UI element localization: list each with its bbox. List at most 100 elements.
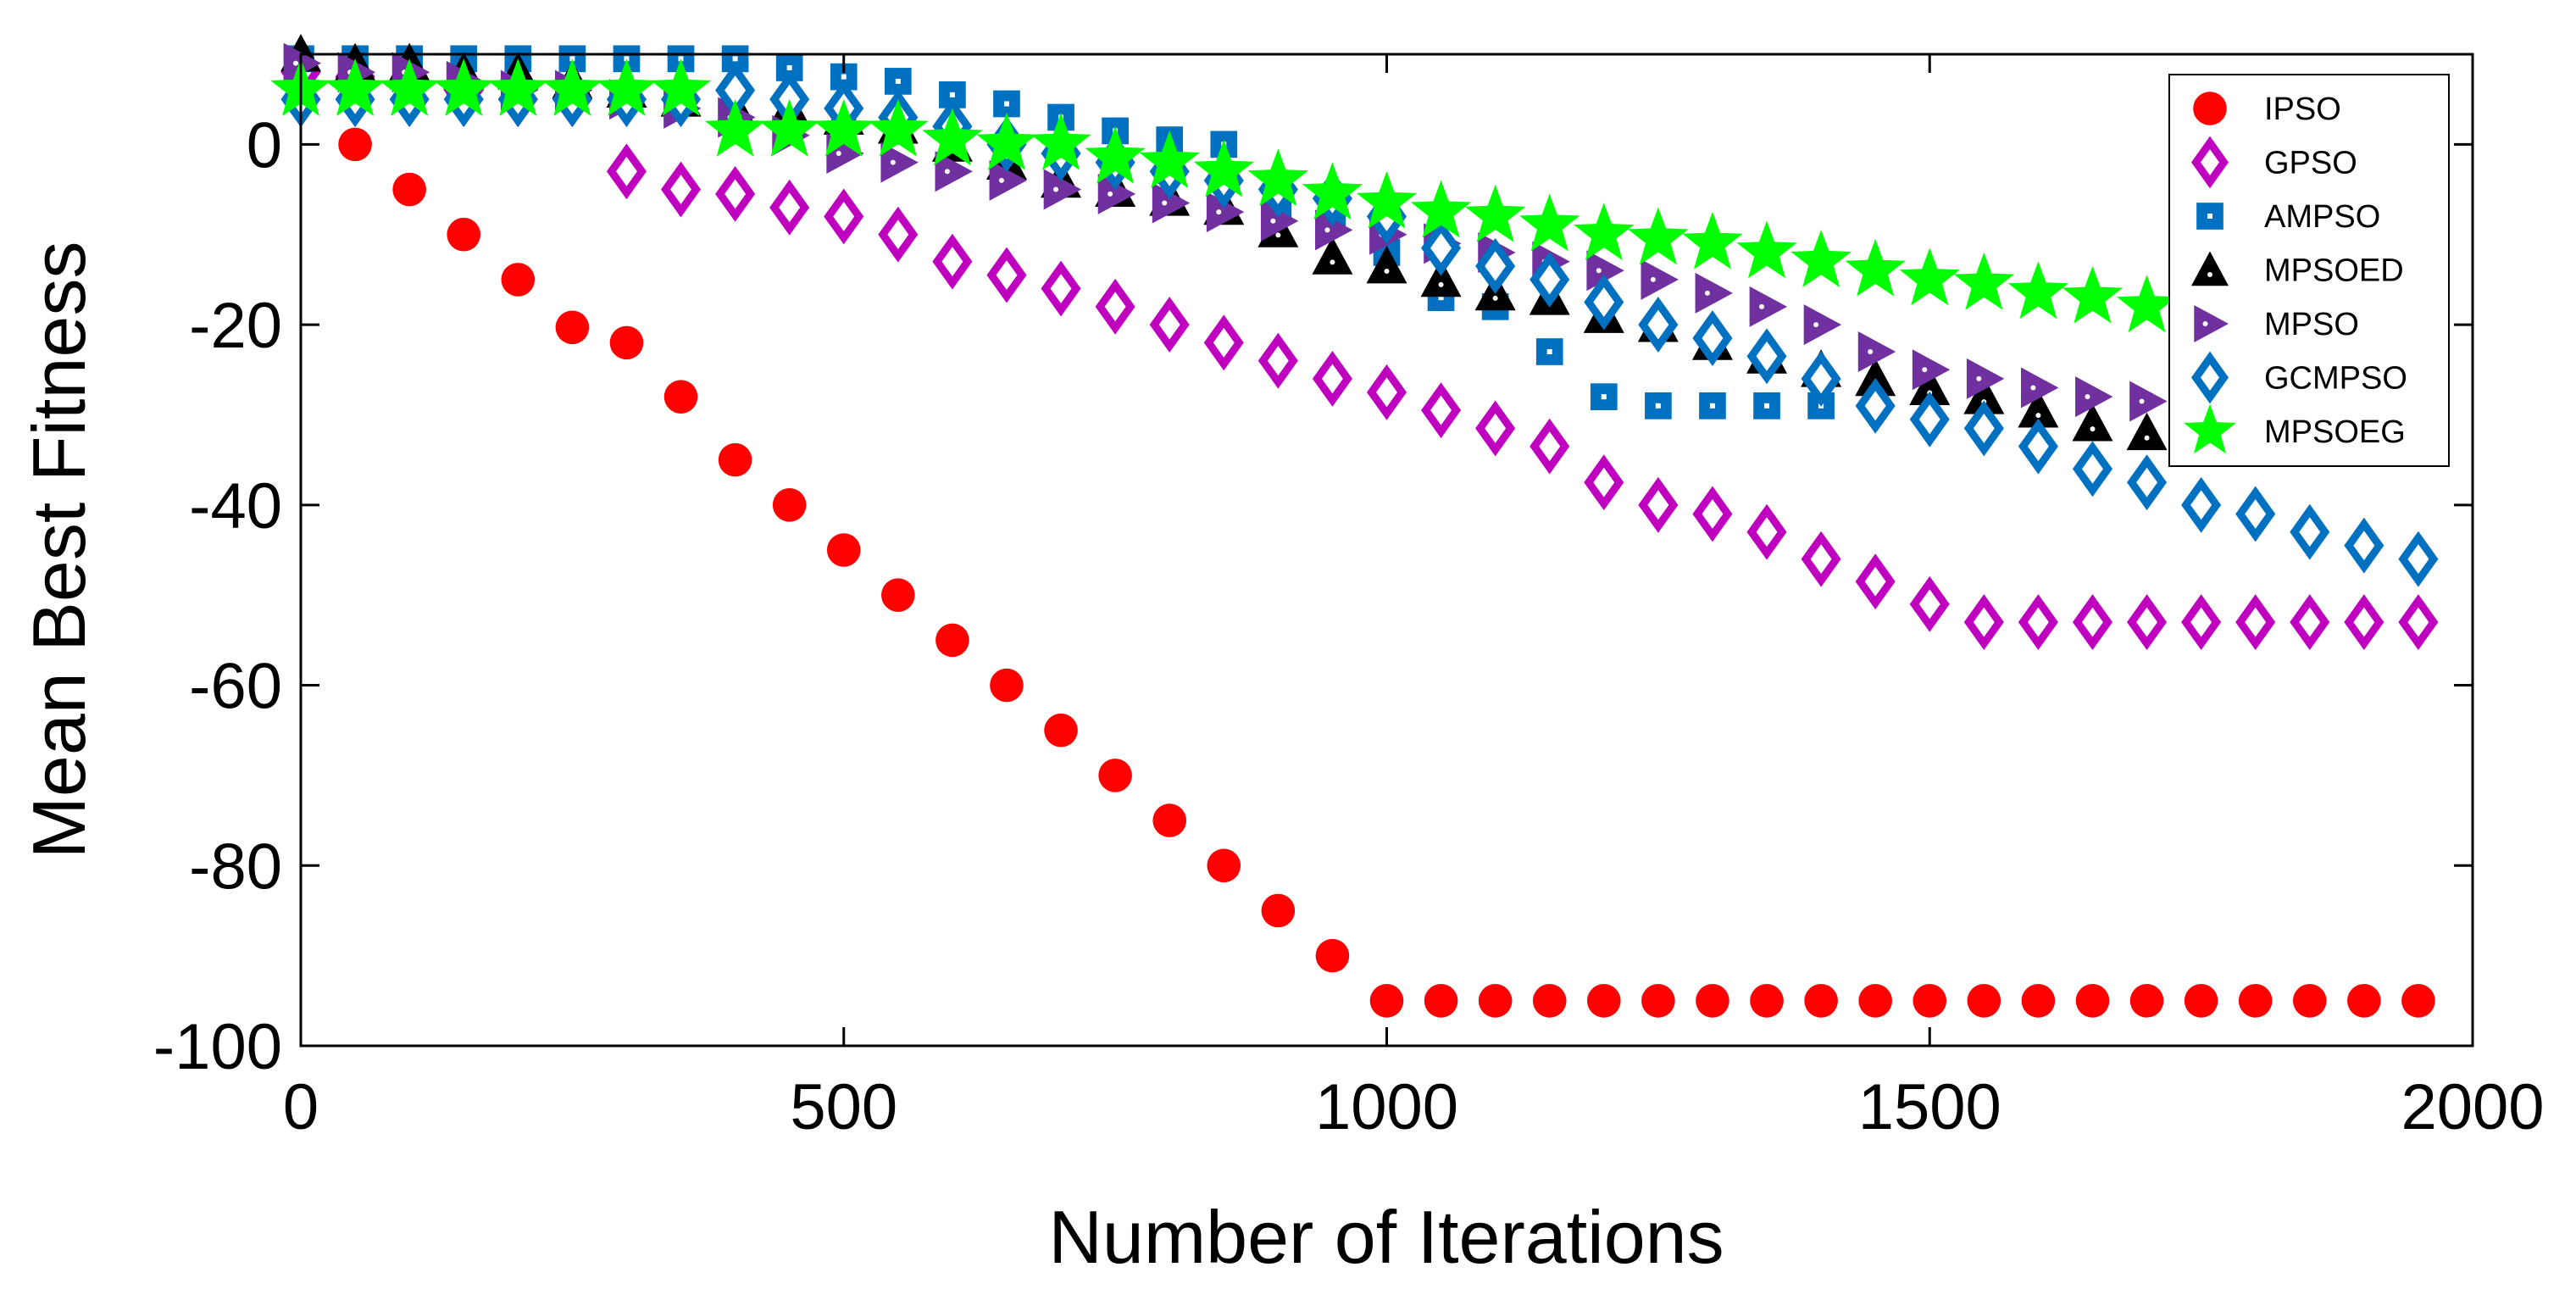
data-point-mpso [1586,250,1624,292]
data-point-mpsoeg [1736,220,1797,279]
legend-marker-gcmpso [2190,351,2229,404]
data-point-gpso [1041,260,1081,317]
data-point-mpsoeg [650,58,712,116]
data-point-ampso-center [1003,101,1009,107]
data-point-ampso-center [1438,295,1444,301]
data-point-mpso-center [1650,276,1656,282]
data-point-gcmpso [2344,517,2384,574]
data-point-mpsoeg [541,58,602,116]
data-point-gpso [2181,594,2222,651]
data-point-mpso-center [1813,322,1819,328]
data-point-mpso-center [1596,268,1602,274]
x-tick-label: 500 [790,1071,897,1143]
data-point-mpso-center [2139,398,2145,404]
data-point-gpso [1366,364,1407,420]
data-point-mpsoeg [1845,238,1906,297]
x-tick-label: 1500 [1858,1071,2001,1143]
series-mpsoeg [270,58,2232,337]
data-point-ampso-center [732,56,738,62]
data-point-gpso [1584,454,1624,511]
data-point-gpso [2072,594,2113,651]
data-point-gcmpso [1638,297,1679,353]
data-point-ipso [826,533,861,567]
data-point-mpsoed-center [1330,259,1335,265]
data-point-ampso-center [1764,403,1770,409]
data-point-mpsoed [2126,412,2168,451]
data-point-gpso [715,165,756,222]
data-point-gcmpso [2018,418,2058,475]
data-point-gpso [2290,594,2330,651]
data-point-gcmpso [2072,441,2113,497]
data-point-ipso [2075,984,2110,1018]
data-point-gcmpso [1909,391,1950,447]
y-axis-tick-labels: -100 -80 -60 -40 -20 0 [153,109,282,1083]
data-point-ampso-center [1601,394,1607,400]
data-point-mpsoed [1855,358,1896,397]
data-point-gpso [1746,503,1787,560]
data-point-gpso [2344,594,2384,651]
legend-marker-mpsoed-center [2207,272,2212,277]
legend-marker-mpso-center [2202,321,2208,326]
data-point-mpsoeg [1682,211,1743,270]
legend-label-gpso: GPSO [2264,146,2357,181]
legend-marker-gpso [2190,136,2229,189]
data-point-gpso [1801,531,1841,587]
plot-marks [270,34,2439,1018]
data-point-mpso [1641,258,1679,300]
legend-marker-ipso [2193,92,2227,125]
data-point-gcmpso [1584,274,1624,331]
data-point-gcmpso [2181,476,2222,533]
data-point-mpso-center [2085,394,2090,400]
x-axis-title: Number of Iterations [1048,1195,1724,1279]
data-point-gcmpso [1530,251,1570,308]
data-point-ampso-center [949,92,955,97]
legend-label-mpsoeg: MPSOEG [2264,414,2406,450]
data-point-mpsoeg [1193,139,1254,197]
data-point-gcmpso [2127,454,2168,511]
data-point-ipso [447,217,481,252]
data-point-gcmpso [1475,238,1516,294]
data-point-ipso [392,172,426,207]
data-point-gpso [932,233,973,290]
data-point-gpso [1638,476,1679,533]
data-point-mpsoed-center [1384,268,1390,274]
data-point-mpso-center [998,177,1004,183]
data-point-mpsoeg [1465,185,1526,242]
data-point-ipso [1044,713,1078,748]
data-point-mpso [2075,376,2113,418]
data-point-ampso-center [1546,349,1552,354]
data-point-ipso [609,325,644,360]
y-tick-label: -40 [189,470,282,542]
y-tick-label: -20 [189,290,282,362]
data-point-ipso [1750,984,1784,1018]
legend-marker-mpsoed [2191,251,2229,286]
data-point-gcmpso [2235,486,2276,542]
legend-label-gcmpso: GCMPSO [2264,361,2407,397]
data-point-mpsoeg [1519,193,1580,252]
data-point-ipso [2021,984,2056,1018]
data-point-mpsoed-center [2090,426,2096,432]
data-point-gpso [1421,382,1462,439]
data-point-mpso-center [1922,367,1928,373]
data-point-gpso [1095,278,1135,335]
data-point-gcmpso [1801,350,1841,407]
data-point-mpsoeg [922,108,983,166]
data-point-mpso [1695,272,1733,314]
legend-entry-mpsoed: MPSOED [2191,251,2404,289]
data-point-mpsoeg [813,98,874,157]
data-point-mpsoeg [433,58,494,116]
data-point-gpso [824,188,864,245]
data-point-mpso-center [1270,218,1276,224]
data-point-mpso-center [1053,186,1059,192]
legend-entry-ampso: AMPSO [2196,199,2380,235]
data-point-gpso [2398,594,2439,651]
data-point-mpsoed-center [1438,281,1444,287]
x-tick-label: 0 [283,1071,319,1143]
data-point-mpsoed [1909,367,1951,405]
y-tick-label: 0 [247,109,282,181]
data-point-mpsoeg [325,58,386,116]
data-point-mpso [1260,200,1299,242]
data-point-mpsoeg [976,112,1037,170]
data-point-mpso [2021,367,2059,409]
